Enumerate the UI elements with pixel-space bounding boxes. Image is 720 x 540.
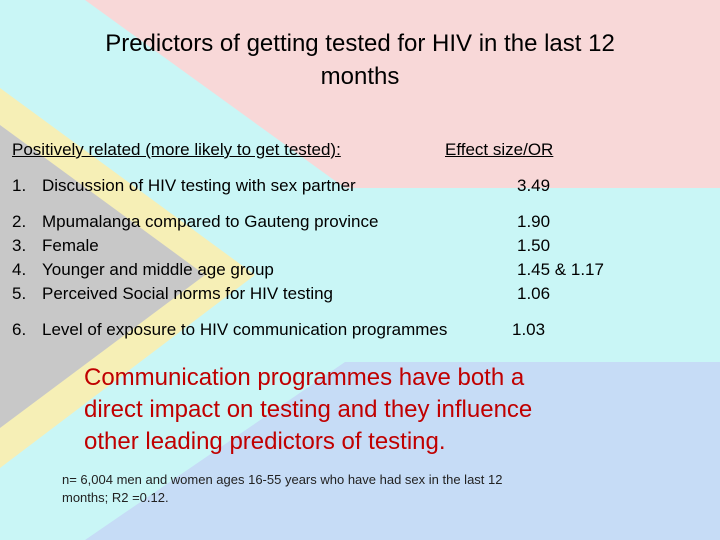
row-label: Level of exposure to HIV communication p… (42, 320, 448, 339)
row-label: Mpumalanga compared to Gauteng province (42, 212, 379, 231)
column-header: Positively related (more likely to get t… (12, 140, 341, 159)
row-value: 1.50 (517, 236, 551, 255)
title: Predictors of getting tested for HIV in … (105, 30, 615, 57)
band-blue (85, 362, 720, 540)
title: months (320, 63, 400, 90)
row-value: 1.03 (512, 320, 546, 339)
row-number: 4. (12, 260, 27, 279)
footnote: months; R2 =0.12. (62, 490, 169, 505)
callout: Communication programmes have both a (84, 364, 525, 391)
row-number: 6. (12, 320, 27, 339)
row-label: Female (42, 236, 99, 255)
row-number: 1. (12, 176, 27, 195)
row-value: 1.90 (517, 212, 551, 231)
row-label: Younger and middle age group (42, 260, 274, 279)
row-number: 5. (12, 284, 27, 303)
column-header: Effect size/OR (445, 140, 554, 159)
row-value: 1.45 & 1.17 (517, 260, 604, 279)
callout: other leading predictors of testing. (84, 428, 446, 455)
footnote: n= 6,004 men and women ages 16-55 years … (62, 472, 503, 487)
row-value: 3.49 (517, 176, 551, 195)
row-number: 2. (12, 212, 27, 231)
row-label: Perceived Social norms for HIV testing (42, 284, 334, 303)
row-label: Discussion of HIV testing with sex partn… (42, 176, 356, 195)
callout: direct impact on testing and they influe… (84, 396, 533, 423)
triangle-gray (0, 125, 205, 428)
row-value: 1.06 (517, 284, 551, 303)
band-pink (85, 0, 720, 188)
row-number: 3. (12, 236, 27, 255)
